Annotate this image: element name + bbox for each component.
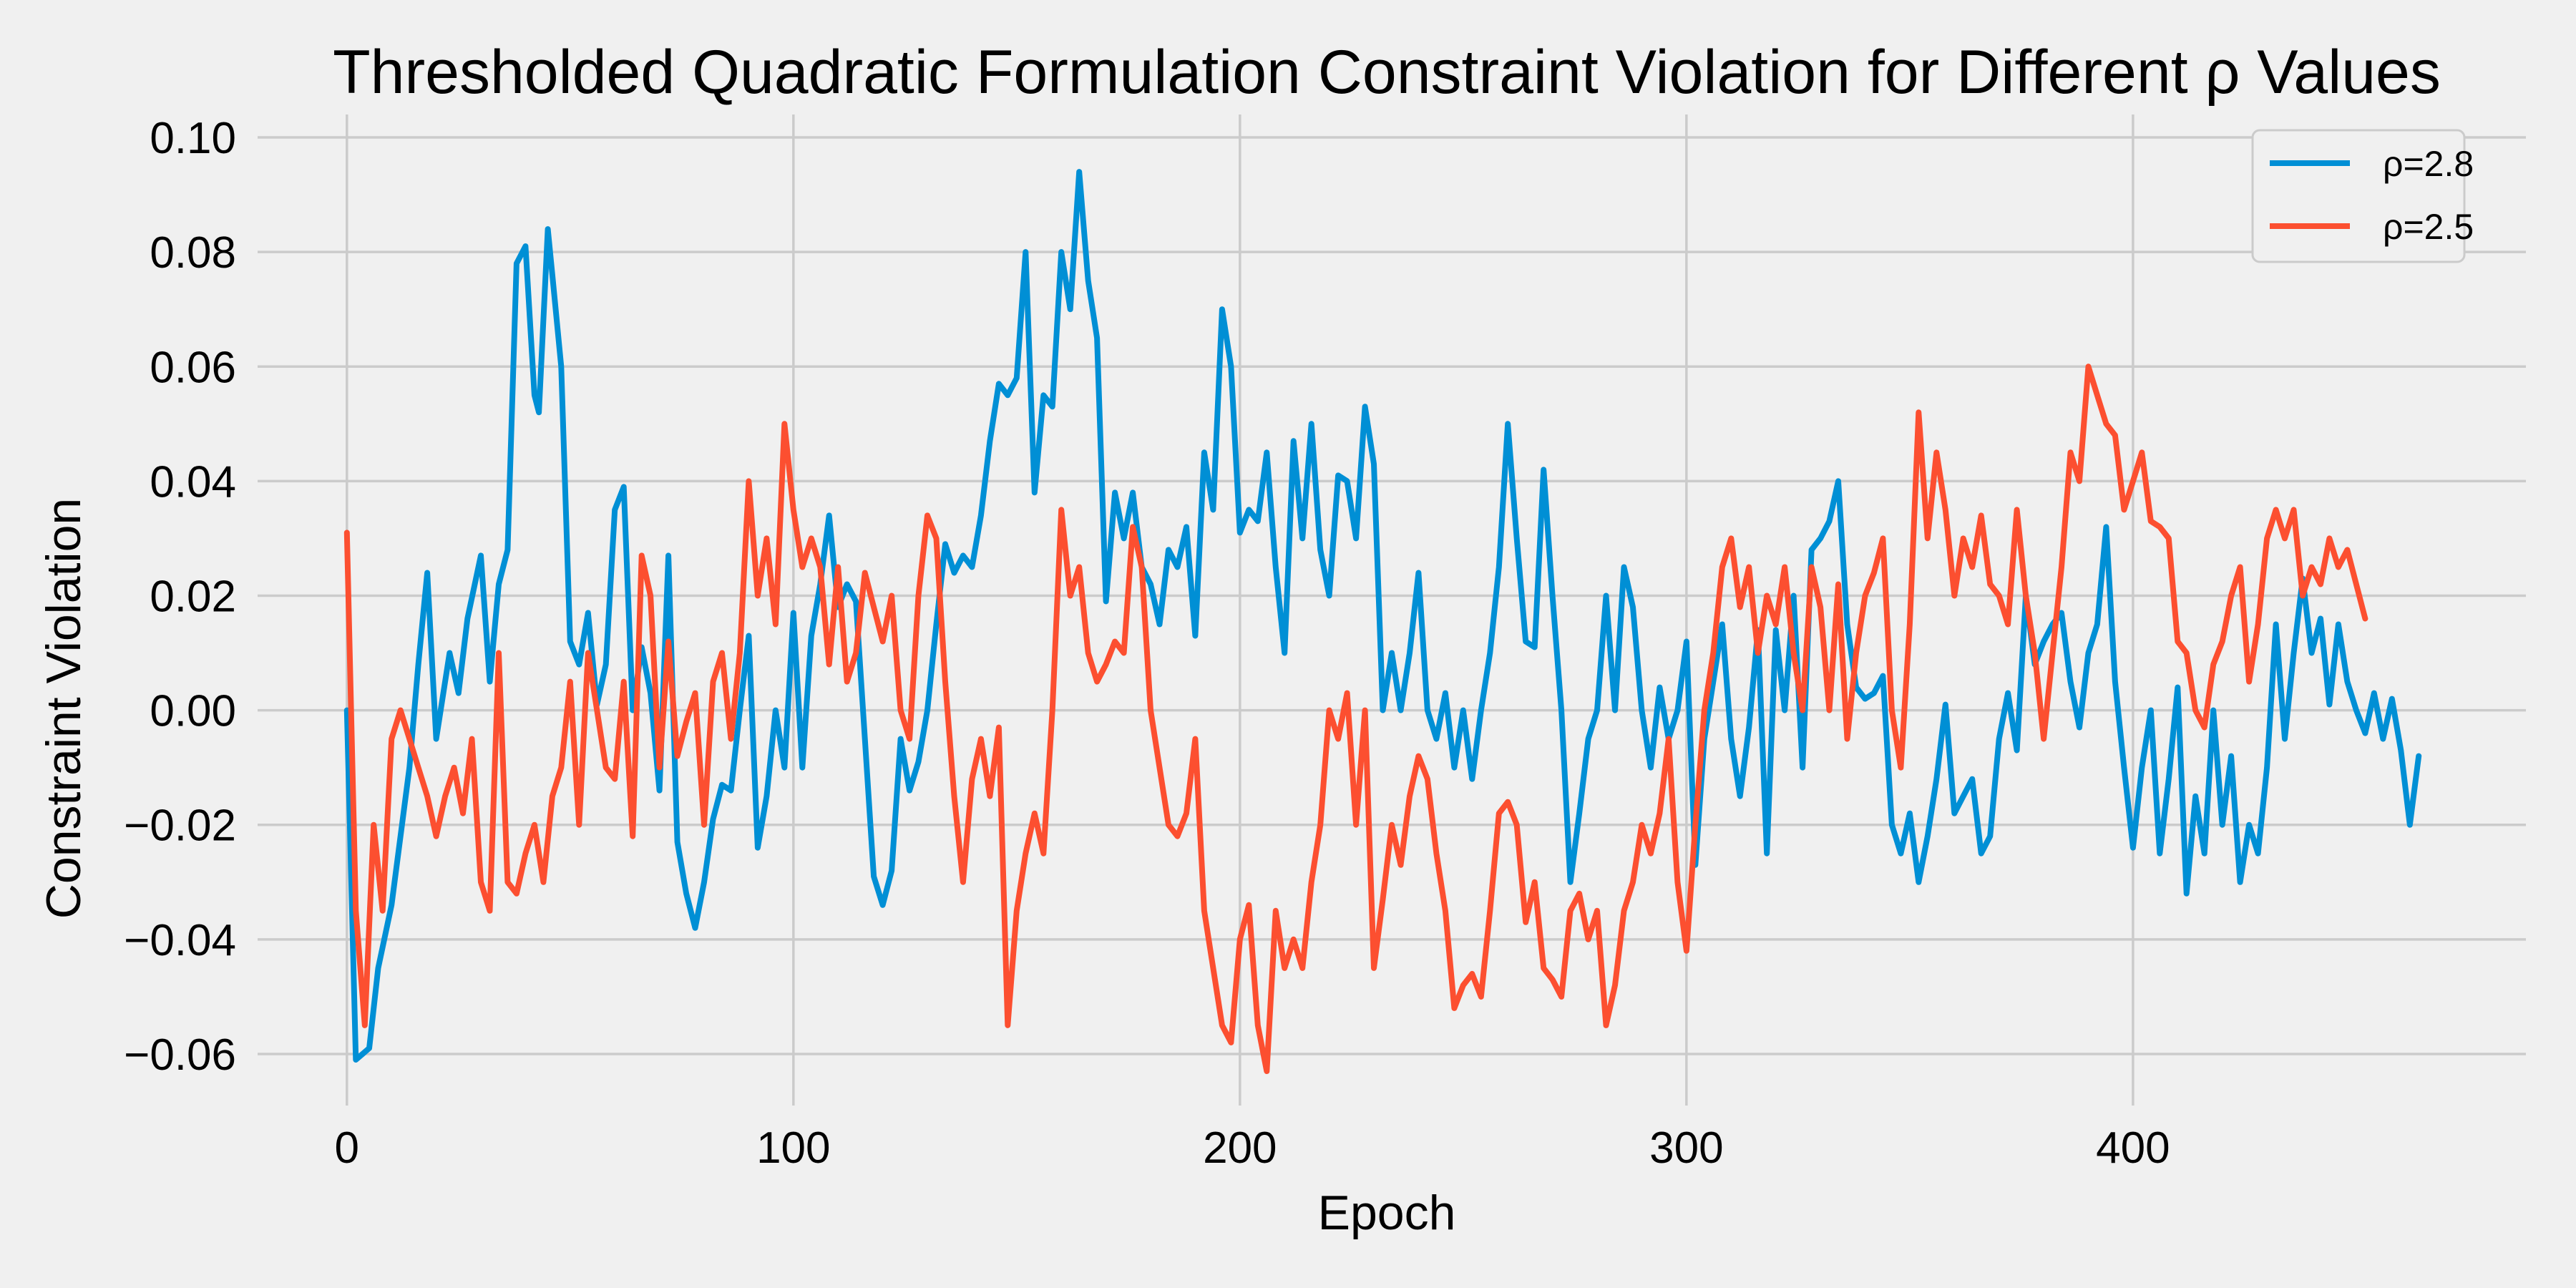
legend-label-rho-2-5: ρ=2.5: [2383, 207, 2474, 247]
grid-lines: [258, 114, 2526, 1106]
y-tick-label: 0.04: [150, 457, 236, 507]
y-tick-labels: −0.06 −0.04 −0.02 0.00 0.02 0.04 0.06 0.08 0.10: [124, 114, 236, 1080]
y-tick-label: 0.02: [150, 572, 236, 621]
y-tick-label: 0.10: [150, 114, 236, 163]
y-tick-label: 0.08: [150, 228, 236, 278]
x-tick-label: 400: [2096, 1123, 2170, 1173]
y-tick-label: −0.02: [124, 801, 236, 851]
x-tick-label: 300: [1649, 1123, 1723, 1173]
x-tick-labels: 0 100 200 300 400: [335, 1123, 2170, 1173]
legend-label-rho-2-8: ρ=2.8: [2383, 144, 2474, 184]
legend: ρ=2.8 ρ=2.5: [2251, 129, 2474, 263]
series-lines: [343, 169, 2422, 1074]
y-tick-label: −0.04: [124, 916, 236, 965]
x-axis-label: Epoch: [1318, 1186, 1456, 1240]
x-tick-label: 200: [1203, 1123, 1277, 1173]
y-tick-label: 0.06: [150, 343, 236, 392]
y-tick-label: −0.06: [124, 1030, 236, 1080]
x-tick-label: 0: [335, 1123, 359, 1173]
series-line-rho-2-5: [343, 364, 2368, 1074]
y-axis-label: Constraint Violation: [36, 498, 91, 919]
y-tick-label: 0.00: [150, 687, 236, 736]
series-line-rho-2-8: [343, 169, 2422, 1063]
x-tick-label: 100: [756, 1123, 830, 1173]
chart-title: Thresholded Quadratic Formulation Constr…: [333, 38, 2441, 107]
